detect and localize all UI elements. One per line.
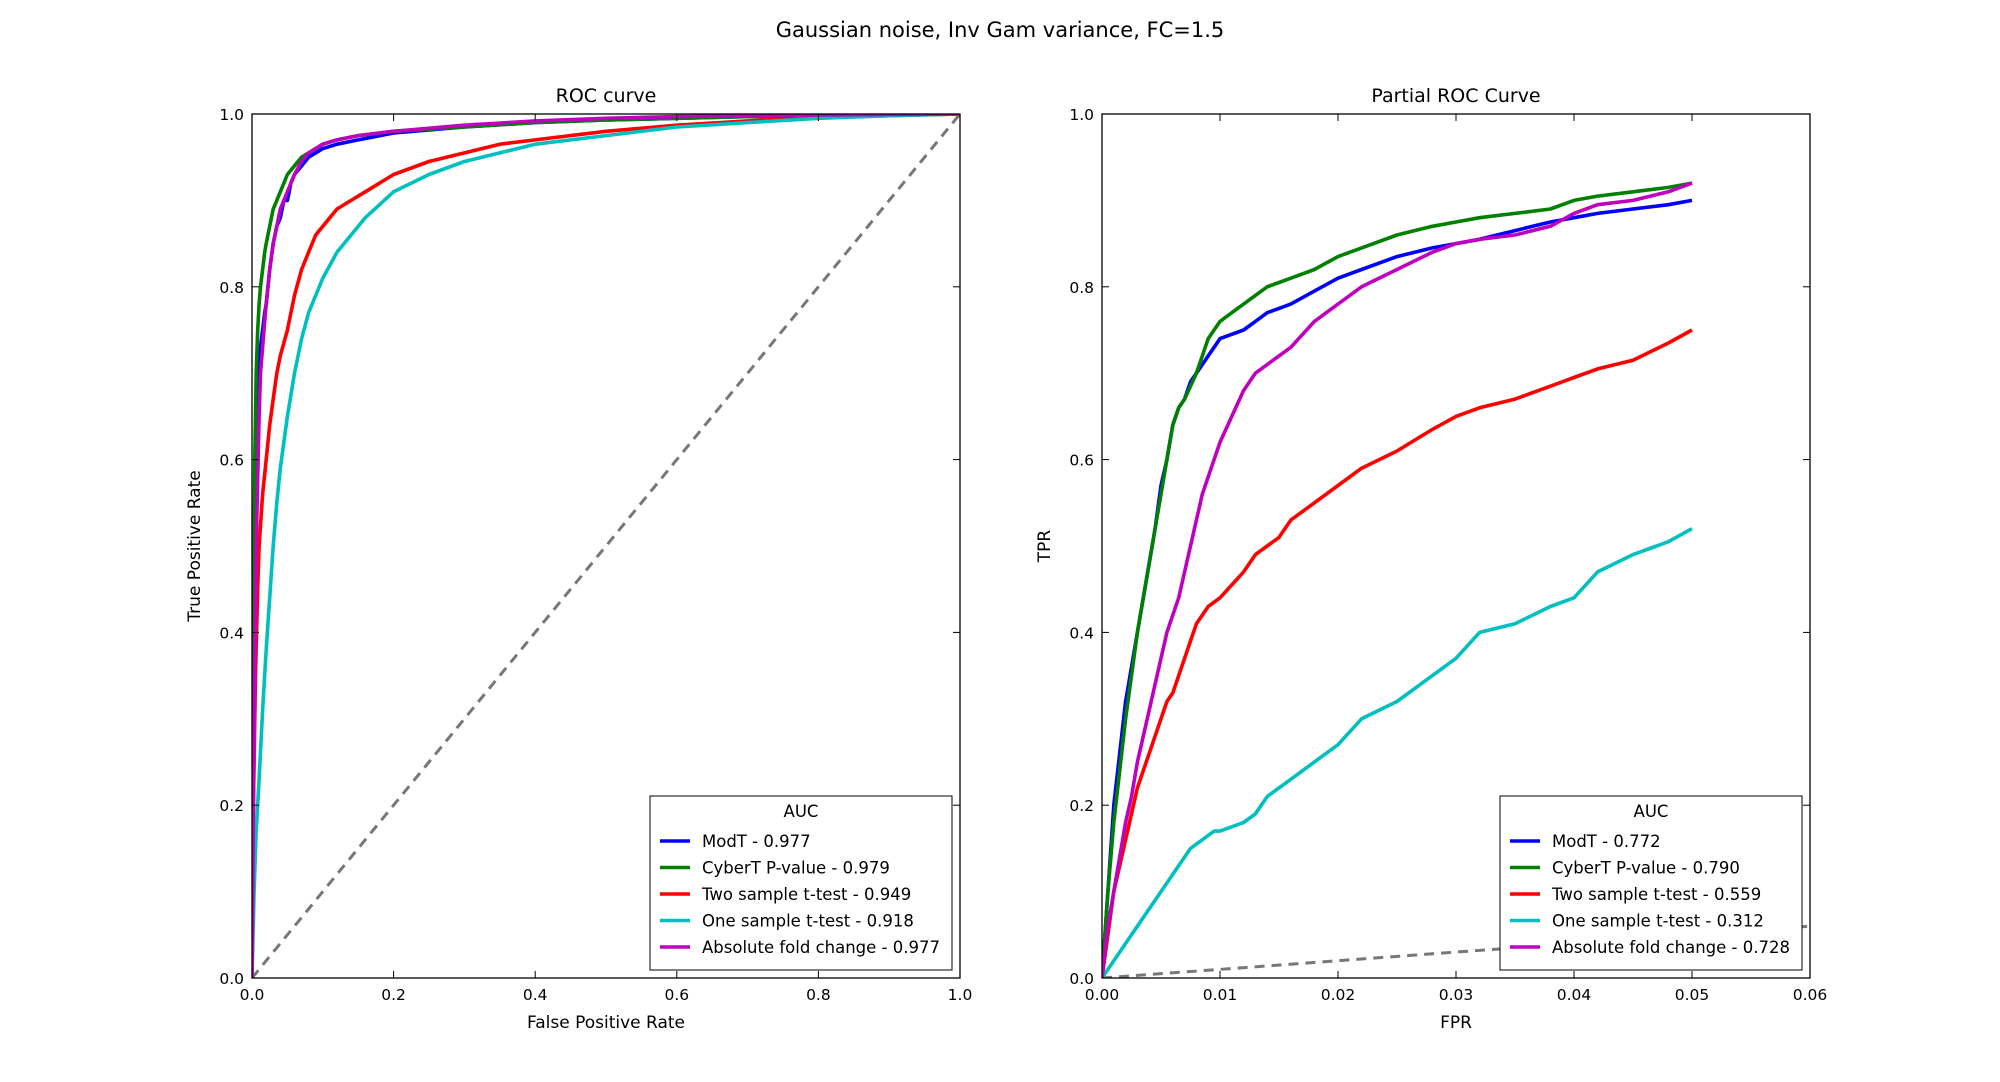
roc-plot-area	[252, 114, 960, 978]
roc-x-tick-label: 0.0	[240, 986, 265, 1004]
partial-roc-series-line-5	[1102, 181, 1693, 978]
partial-roc-y-tick-label: 0.2	[1069, 797, 1094, 815]
roc-legend-title: AUC	[784, 802, 819, 821]
partial-roc-y-tick-label: 0.0	[1069, 970, 1094, 988]
partial-roc-series-line-3	[1102, 328, 1693, 978]
roc-axes-frame	[251, 113, 961, 979]
roc-legend-entry-3: Two sample t-test - 0.949	[701, 885, 911, 904]
figure-title: Gaussian noise, Inv Gam variance, FC=1.5	[776, 18, 1225, 42]
partial-roc-legend-entry-2: CyberT P-value - 0.790	[1552, 859, 1740, 878]
partial-roc-plot-area	[1102, 181, 1810, 978]
roc-x-tick-label: 0.8	[806, 986, 831, 1004]
partial-roc-x-tick-label: 0.06	[1793, 986, 1828, 1004]
roc-legend-entry-1: ModT - 0.977	[702, 832, 811, 851]
partial-roc-legend-entry-3: Two sample t-test - 0.559	[1551, 885, 1761, 904]
partial-roc-legend-entry-5: Absolute fold change - 0.728	[1552, 938, 1790, 957]
roc-legend: AUC ModT - 0.977 CyberT P-value - 0.979 Two…	[649, 795, 953, 971]
roc-legend-entry-5: Absolute fold change - 0.977	[702, 938, 940, 957]
roc-series-line-5	[252, 114, 960, 978]
roc-x-tick-label: 0.2	[381, 986, 406, 1004]
roc-legend-box	[649, 795, 953, 971]
roc-curve-panel: ROC curve 0.0 0.2 0.4 0.6 0.8 1.0 0.0 0.2 0.4 0.6 0…	[185, 85, 972, 1033]
roc-y-tick-label: 0.0	[219, 970, 244, 988]
roc-x-axis-label: False Positive Rate	[527, 1013, 685, 1033]
partial-roc-x-tick-label: 0.05	[1675, 986, 1710, 1004]
roc-title: ROC curve	[556, 85, 657, 107]
roc-x-tick-label: 0.4	[523, 986, 548, 1004]
partial-roc-x-tick-label: 0.01	[1203, 986, 1238, 1004]
partial-roc-legend-title: AUC	[1634, 802, 1669, 821]
partial-roc-x-axis-label: FPR	[1440, 1013, 1472, 1033]
partial-roc-legend: AUC ModT - 0.772 CyberT P-value - 0.790 Two…	[1499, 795, 1803, 971]
partial-roc-curve-panel: Partial ROC Curve 0.00 0.01 0.02 0.03 0.04 0.0…	[1035, 85, 1827, 1033]
partial-roc-legend-box	[1499, 795, 1803, 971]
roc-series-line-3	[252, 114, 960, 978]
roc-y-tick-label: 0.6	[219, 452, 244, 470]
partial-roc-y-tick-label: 0.4	[1069, 624, 1094, 642]
roc-x-tick-label: 1.0	[948, 986, 973, 1004]
partial-roc-x-tick-label: 0.02	[1321, 986, 1356, 1004]
roc-y-tick-label: 1.0	[219, 106, 244, 124]
partial-roc-y-tick-label: 0.6	[1069, 452, 1094, 470]
partial-roc-x-tick-label: 0.03	[1439, 986, 1474, 1004]
partial-roc-x-tick-label: 0.00	[1085, 986, 1120, 1004]
roc-legend-entry-4: One sample t-test - 0.918	[702, 912, 914, 931]
roc-y-tick-label: 0.4	[219, 624, 244, 642]
roc-y-tick-label: 0.8	[219, 279, 244, 297]
partial-roc-x-tick-label: 0.04	[1557, 986, 1592, 1004]
partial-roc-series-line-2	[1102, 181, 1693, 978]
partial-roc-title: Partial ROC Curve	[1371, 85, 1540, 107]
partial-roc-y-tick-label: 1.0	[1069, 106, 1094, 124]
partial-roc-legend-entry-4: One sample t-test - 0.312	[1552, 912, 1764, 931]
roc-y-tick-label: 0.2	[219, 797, 244, 815]
partial-roc-y-axis-label: TPR	[1035, 530, 1055, 564]
roc-series-line-4	[252, 114, 960, 978]
partial-roc-series-line-4	[1102, 527, 1693, 978]
roc-x-tick-label: 0.6	[664, 986, 689, 1004]
roc-y-axis-label: True Positive Rate	[185, 470, 205, 622]
partial-roc-y-tick-label: 0.8	[1069, 279, 1094, 297]
partial-roc-legend-entry-1: ModT - 0.772	[1552, 832, 1661, 851]
roc-legend-entry-2: CyberT P-value - 0.979	[702, 859, 890, 878]
